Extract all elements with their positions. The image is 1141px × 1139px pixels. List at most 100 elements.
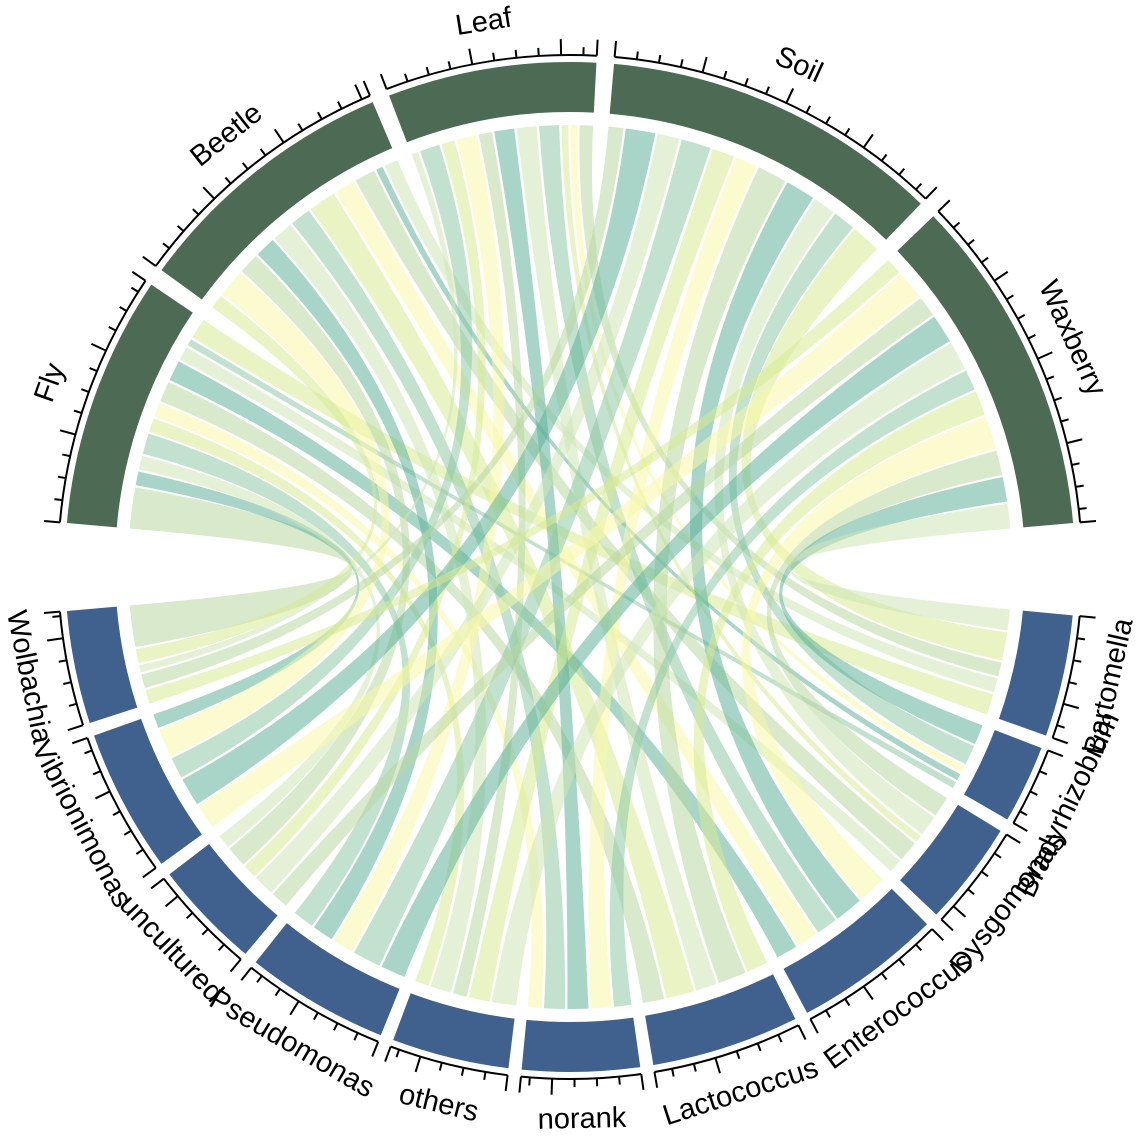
ribbon-Waxberry-Enterococcus <box>741 416 996 900</box>
axis-tick <box>1039 770 1048 776</box>
axis-tick <box>202 186 216 200</box>
axis-arc <box>386 54 597 90</box>
axis-tick <box>898 958 906 966</box>
axis-tick <box>52 615 61 618</box>
taxon-arc-Bradyrhizobium <box>964 730 1042 820</box>
axis-tick <box>1071 462 1080 466</box>
axis-tick <box>241 162 249 170</box>
tick-axes <box>43 39 1097 1095</box>
axis-tick <box>518 1076 522 1093</box>
axis-tick <box>1027 334 1036 340</box>
ribbon-Beetle-Lactococcus <box>310 193 695 999</box>
axis-arc <box>163 878 242 960</box>
axis-tick <box>844 127 851 136</box>
axis-tick <box>54 498 63 502</box>
axis-tick <box>1076 637 1086 641</box>
axis-tick <box>353 1032 359 1041</box>
axis-tick <box>273 128 285 144</box>
axis-Lactococcus <box>653 1024 807 1088</box>
ribbon-Leaf-uncultured <box>244 140 486 877</box>
axis-tick <box>1052 736 1069 745</box>
axis-tick <box>73 409 83 414</box>
ribbon-Soil-Enterococcus <box>689 182 860 919</box>
axis-tick <box>898 168 906 176</box>
axis-tick <box>492 52 496 61</box>
axis-tick <box>1017 314 1026 320</box>
axis-tick <box>735 1050 741 1059</box>
label-Bartomella: Bartomella <box>1078 615 1139 758</box>
axis-others <box>384 1045 509 1092</box>
label-Fly: Fly <box>28 359 71 407</box>
ribbon-Soil-Bradyrhizobium <box>728 213 975 765</box>
axis-tick <box>185 912 194 920</box>
ribbon-Soil-others <box>468 148 734 1002</box>
axis-tick <box>880 972 888 981</box>
axis-tick <box>723 70 728 80</box>
axis-tick <box>1029 790 1038 796</box>
axis-Bradyrhizobium <box>1012 749 1064 832</box>
axis-tick <box>274 988 281 997</box>
axis-tick <box>1068 681 1077 685</box>
axis-tick <box>483 1071 487 1081</box>
ribbon-Waxberry-uncultured <box>272 297 933 906</box>
axis-tick <box>468 48 474 65</box>
axis-tick <box>447 61 452 70</box>
axis-tick <box>57 475 66 480</box>
label-others: others <box>396 1078 482 1128</box>
axis-tick <box>43 610 61 615</box>
axis-tick <box>135 848 144 855</box>
axis-tick <box>528 1077 531 1086</box>
ribbon-Leaf-Lactococcus <box>516 126 717 991</box>
axis-tick <box>967 238 975 246</box>
axis-tick <box>940 918 954 932</box>
axis-tick <box>1079 615 1096 619</box>
axis-tick <box>915 182 923 191</box>
axis-tick <box>91 342 107 352</box>
axis-tick <box>95 790 111 800</box>
axis-tick <box>924 186 938 200</box>
taxon-arc-Pseudomonas <box>255 923 400 1036</box>
axis-arc <box>940 833 1008 921</box>
axis-tick <box>504 1075 509 1092</box>
axis-tick <box>404 73 409 82</box>
axis-tick <box>395 1049 401 1058</box>
axis-tick <box>744 78 749 87</box>
axis-tick <box>224 176 232 185</box>
ribbon-Soil-norank <box>588 157 757 1009</box>
label-Wolbachia: Wolbachia <box>0 608 58 747</box>
axis-tick <box>1073 659 1082 663</box>
axis-tick <box>112 810 121 816</box>
label-Waxberry: Waxberry <box>1032 276 1112 402</box>
axis-Bartomella <box>1051 615 1096 745</box>
axis-arc <box>937 210 1082 523</box>
axis-tick <box>679 59 684 68</box>
ribbon-Fly-Bradyrhizobium <box>187 339 957 788</box>
axis-tick <box>692 1063 697 1072</box>
axis-tick <box>68 702 77 707</box>
axis-tick <box>123 829 132 836</box>
sample-arc-Fly <box>66 284 193 528</box>
axis-tick <box>438 1062 443 1071</box>
axis-tick <box>777 1034 783 1043</box>
axis-tick <box>1053 396 1062 402</box>
label-norank: norank <box>537 1102 627 1136</box>
ribbon-Soil-Lactococcus <box>653 167 786 984</box>
axis-tick <box>618 1076 621 1085</box>
taxon-arc-Bartomella <box>998 610 1073 736</box>
axis-tick <box>259 148 267 157</box>
axis-tick <box>229 958 242 973</box>
taxon-arc-Wolbachia <box>66 606 138 724</box>
axis-tick <box>289 1000 300 1016</box>
axis-tick <box>550 1078 554 1095</box>
axis-tick <box>1006 833 1021 844</box>
axis-tick <box>201 928 209 936</box>
ribbon-Waxberry-Dysgomonas <box>766 450 1003 816</box>
ribbon-Fly-Bartomella <box>192 319 994 715</box>
axis-tick <box>1066 438 1083 445</box>
axis-tick <box>89 367 98 372</box>
axis-tick <box>514 49 518 58</box>
axis-Wolbachia <box>43 610 85 732</box>
sample-arc-Leaf <box>389 61 597 143</box>
